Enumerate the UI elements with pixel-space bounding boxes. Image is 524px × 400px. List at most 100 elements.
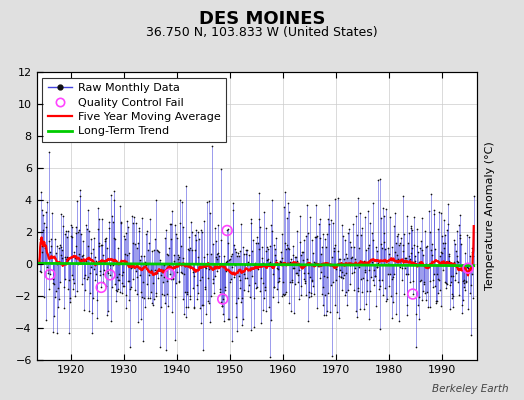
Point	[109, 219, 117, 226]
Point	[246, 267, 254, 274]
Point	[136, 253, 145, 260]
Point	[167, 236, 176, 243]
Point	[37, 188, 45, 195]
Point	[210, 290, 219, 296]
Point	[280, 240, 289, 246]
Point	[106, 262, 115, 268]
Point	[395, 242, 403, 248]
Point	[335, 315, 343, 321]
Point	[411, 252, 419, 259]
Point	[296, 239, 304, 245]
Point	[192, 227, 200, 234]
Point	[158, 268, 167, 275]
Point	[419, 288, 428, 294]
Point	[138, 279, 147, 285]
Point	[263, 308, 271, 314]
Point	[83, 206, 92, 213]
Point	[213, 268, 222, 274]
Point	[265, 354, 274, 360]
Point	[354, 195, 362, 201]
Point	[85, 307, 93, 314]
Point	[442, 279, 450, 286]
Point	[418, 215, 427, 222]
Point	[112, 298, 121, 304]
Point	[110, 197, 118, 204]
Point	[133, 245, 141, 251]
Point	[105, 219, 113, 226]
Point	[313, 260, 322, 267]
Point	[326, 262, 334, 268]
Point	[369, 282, 378, 288]
Point	[323, 274, 332, 280]
Point	[288, 265, 297, 271]
Point	[91, 277, 100, 283]
Point	[393, 252, 401, 259]
Point	[418, 297, 426, 304]
Point	[264, 246, 272, 252]
Point	[377, 240, 386, 247]
Point	[47, 243, 55, 250]
Point	[277, 258, 285, 265]
Point	[199, 347, 207, 354]
Point	[357, 232, 365, 238]
Point	[355, 245, 363, 251]
Point	[460, 280, 468, 286]
Point	[378, 277, 386, 283]
Point	[36, 268, 45, 274]
Point	[368, 230, 376, 237]
Point	[135, 225, 144, 231]
Point	[319, 231, 328, 237]
Point	[57, 244, 65, 250]
Point	[275, 275, 283, 282]
Point	[352, 308, 361, 315]
Point	[373, 264, 381, 270]
Point	[308, 276, 316, 283]
Point	[307, 290, 315, 296]
Point	[194, 229, 202, 235]
Text: DES MOINES: DES MOINES	[199, 10, 325, 28]
Point	[327, 262, 335, 268]
Point	[415, 259, 423, 266]
Point	[261, 224, 270, 231]
Point	[209, 241, 217, 247]
Point	[41, 209, 50, 215]
Point	[433, 271, 441, 278]
Point	[182, 304, 190, 310]
Point	[332, 277, 340, 283]
Point	[188, 229, 196, 236]
Point	[457, 310, 466, 316]
Point	[433, 226, 442, 232]
Point	[417, 277, 425, 284]
Point	[357, 275, 366, 282]
Point	[118, 279, 126, 286]
Point	[114, 277, 123, 283]
Point	[399, 242, 407, 248]
Point	[170, 222, 179, 228]
Point	[468, 295, 477, 301]
Point	[315, 275, 324, 281]
Point	[37, 207, 46, 213]
Point	[287, 256, 296, 262]
Point	[254, 190, 263, 197]
Point	[195, 264, 203, 271]
Point	[228, 264, 236, 270]
Point	[193, 296, 201, 302]
Point	[122, 230, 130, 236]
Point	[467, 282, 475, 288]
Point	[201, 286, 209, 292]
Point	[46, 271, 54, 278]
Point	[419, 252, 427, 259]
Point	[127, 284, 135, 290]
Point	[173, 268, 181, 275]
Point	[294, 271, 302, 278]
Point	[200, 264, 209, 270]
Point	[175, 254, 183, 260]
Point	[254, 240, 262, 246]
Point	[206, 293, 215, 299]
Point	[303, 256, 311, 262]
Point	[362, 246, 370, 253]
Point	[276, 258, 284, 265]
Point	[389, 223, 398, 230]
Point	[423, 304, 432, 310]
Point	[329, 220, 337, 226]
